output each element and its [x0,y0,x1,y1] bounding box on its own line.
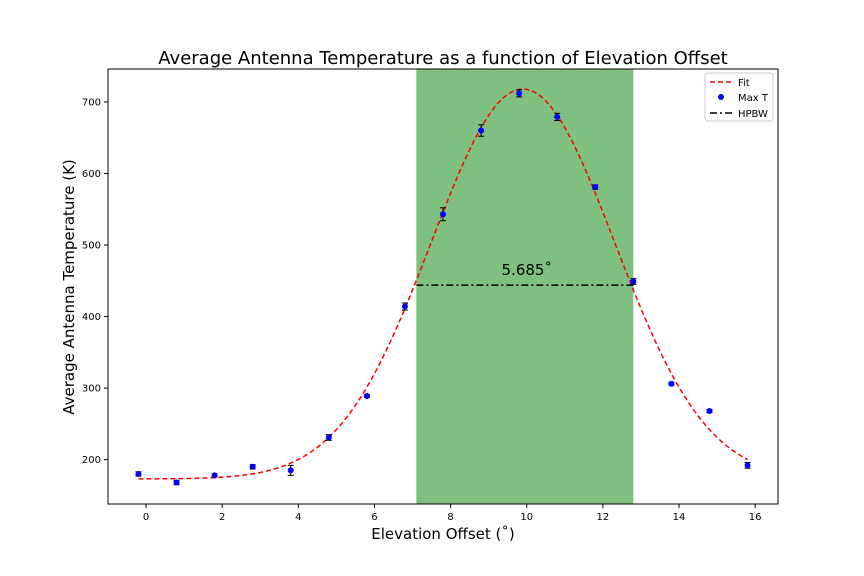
legend-fit-label: Fit [738,78,750,89]
data-point [135,470,142,477]
x-tick-label: 10 [520,512,533,523]
x-tick-label: 12 [597,512,610,523]
fit-curve [138,88,748,480]
y-tick-label: 600 [82,169,101,180]
x-tick-label: 4 [295,512,301,523]
legend-maxt-swatch [718,94,724,100]
data-point [287,467,294,474]
y-axis-label: Average Antenna Temperature (K) [60,159,78,415]
data-point [706,407,713,414]
legend-frame [704,72,774,122]
plot-area: 5.685˚ 0 2 4 6 8 10 12 14 16 200 300 400 500 600 700 [82,68,779,523]
data-point [478,127,485,134]
data-point [211,472,218,479]
data-point [401,303,408,310]
y-tick-label: 700 [82,97,101,108]
hpbw-annotation: 5.685˚ [502,261,552,279]
x-tick-label: 16 [749,512,762,523]
data-point [363,392,370,399]
legend: Fit Max T HPBW [704,72,774,122]
y-tick-label: 200 [82,455,101,466]
data-point [173,479,180,486]
axes-frame [107,68,779,505]
data-point [592,184,599,191]
y-tick-label: 300 [82,384,101,395]
x-tick-label: 8 [447,512,453,523]
chart-title: Average Antenna Temperature as a functio… [158,48,727,69]
data-point [249,463,256,470]
x-tick-label: 0 [143,512,149,523]
x-axis-label: Elevation Offset (˚) [371,525,514,543]
data-point [630,278,637,285]
x-tick-label: 2 [219,512,225,523]
hpbw-shaded-region [416,69,634,504]
y-tick-label: 500 [82,241,101,252]
y-tick-label: 400 [82,312,101,323]
x-tick-label: 6 [371,512,377,523]
data-point [744,462,751,469]
data-point [440,211,446,218]
legend-maxt-label: Max T [738,93,769,104]
data-point [325,434,332,441]
data-point [516,90,523,97]
x-tick-label: 14 [673,512,686,523]
data-point [668,380,675,387]
data-point [554,113,561,120]
legend-hpbw-label: HPBW [738,109,768,120]
